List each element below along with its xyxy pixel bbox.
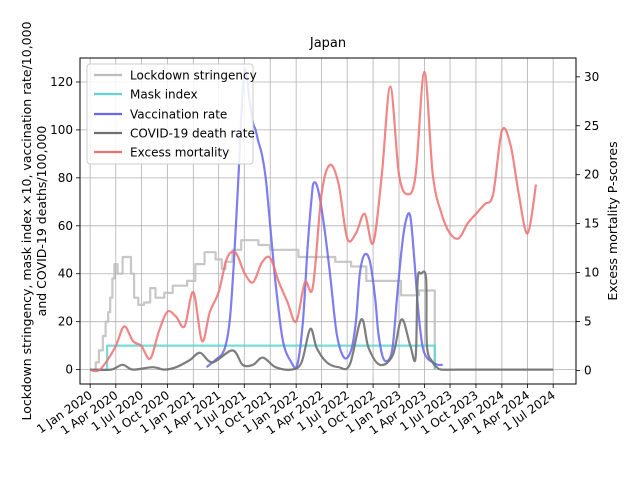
chart-title: Japan [309, 36, 346, 51]
legend: Lockdown stringency Mask index Vaccinati… [86, 63, 257, 165]
y-tick-label-right: 25 [584, 119, 599, 133]
y-tick-label-left: 0 [65, 363, 73, 377]
legend-label-lockdown: Lockdown stringency [130, 69, 257, 83]
y-tick-label-left: 80 [58, 171, 73, 185]
legend-label-deaths: COVID-19 death rate [130, 127, 255, 141]
y-tick-label-left: 20 [58, 315, 73, 329]
y-tick-label-left: 60 [58, 219, 73, 233]
y-tick-label-right: 10 [584, 266, 599, 280]
y-tick-label-right: 30 [584, 70, 599, 84]
y-tick-label-right: 15 [584, 217, 599, 231]
y-tick-label-right: 5 [584, 315, 592, 329]
legend-label-vaccination: Vaccination rate [130, 108, 227, 122]
legend-label-mask: Mask index [130, 88, 198, 102]
y-tick-label-right: 20 [584, 168, 599, 182]
y-axis-title-right: Excess mortality P-scores [605, 141, 620, 300]
legend-label-excess: Excess mortality [130, 146, 229, 160]
series-covid-death-rate [90, 270, 554, 372]
series-excess-mortality [91, 70, 538, 373]
series-layer [90, 67, 554, 373]
y-tick-label-right: 0 [584, 363, 592, 377]
y-tick-label-left: 40 [58, 267, 73, 281]
y-axis-title-left-line1: Lockdown stringency, mask index ×10, vac… [19, 21, 34, 420]
y-tick-label-left: 120 [50, 75, 73, 89]
y-axis-title-left-line2: and COVID-19 deaths/100,000 [34, 126, 49, 317]
plot-frame [79, 57, 577, 385]
series-lockdown-stringency [90, 239, 436, 371]
legend-box [86, 63, 254, 165]
y-tick-label-left: 100 [50, 123, 73, 137]
